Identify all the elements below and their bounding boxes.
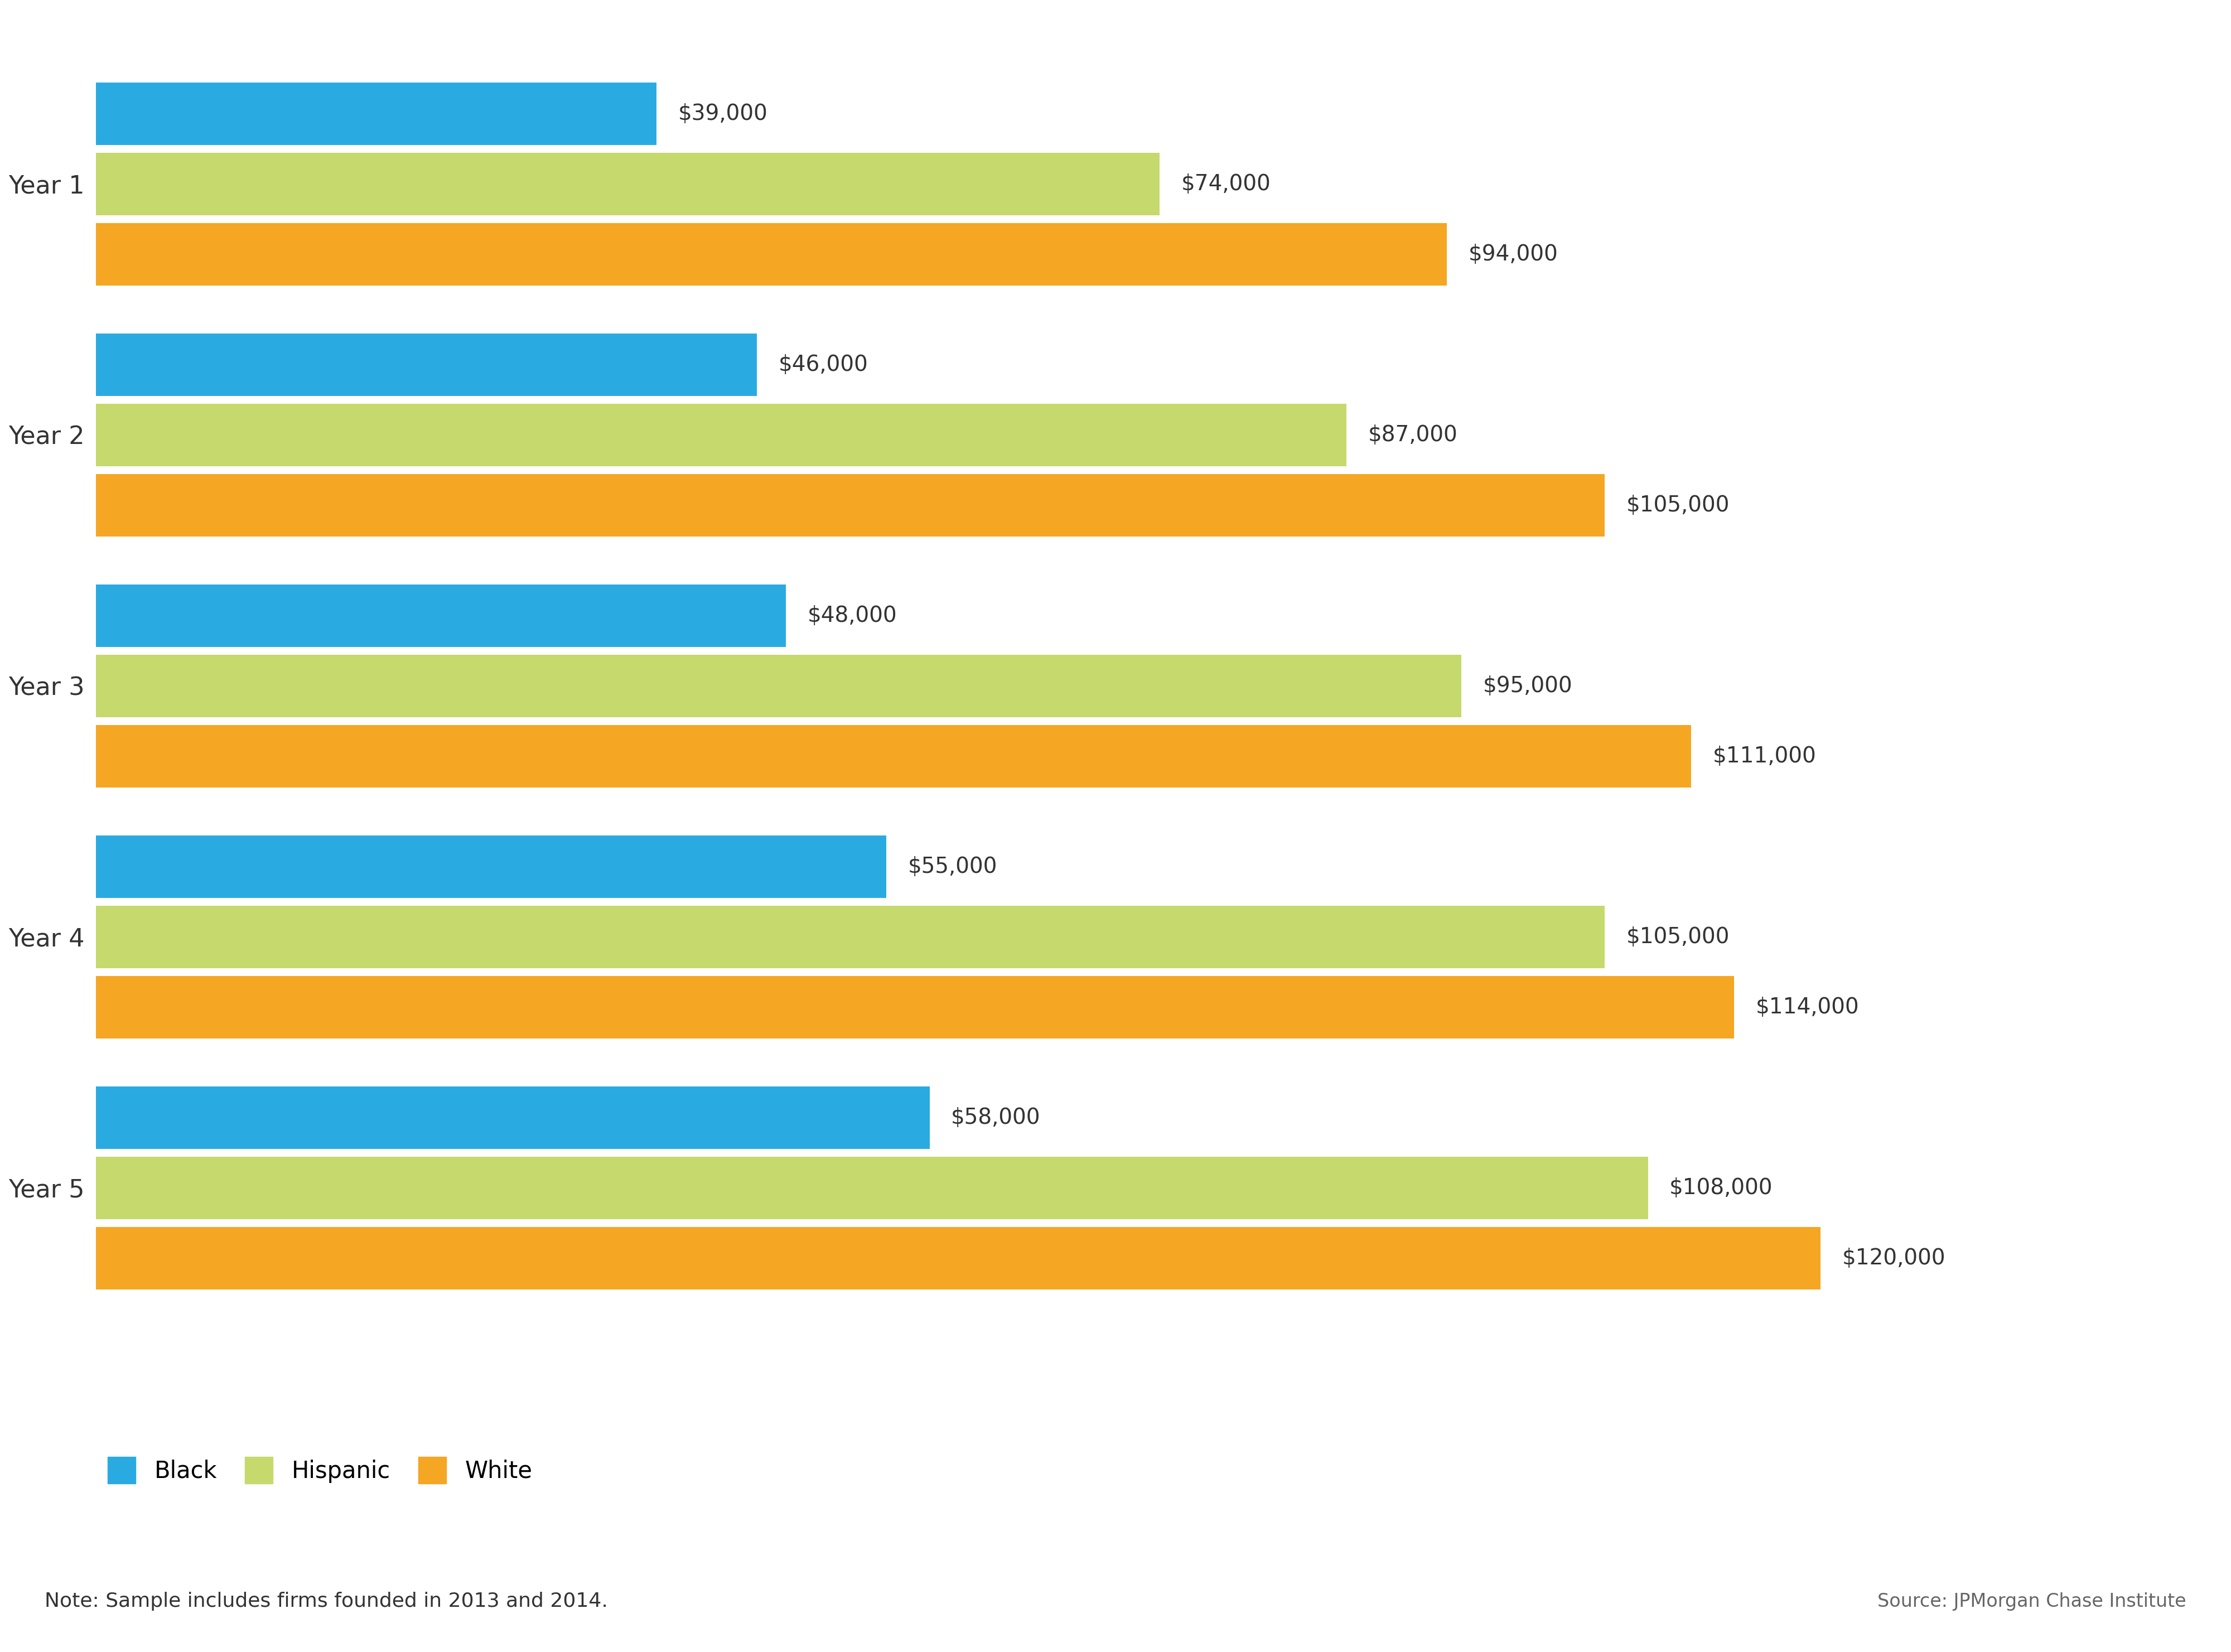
Text: Source: JPMorgan Chase Institute: Source: JPMorgan Chase Institute (1879, 1593, 2186, 1611)
Text: $105,000: $105,000 (1626, 927, 1729, 948)
Text: $114,000: $114,000 (1756, 996, 1858, 1018)
Bar (96, 403, 1345, 466)
Text: $105,000: $105,000 (1626, 494, 1729, 515)
Bar (96, 474, 1604, 537)
Text: $120,000: $120,000 (1843, 1247, 1945, 1269)
Bar (96, 836, 886, 899)
Bar (96, 725, 1691, 788)
Bar (96, 152, 1160, 215)
Bar (96, 334, 756, 396)
Bar (96, 585, 785, 648)
Bar (96, 1227, 1820, 1290)
Bar (96, 1156, 1649, 1219)
Text: $48,000: $48,000 (808, 605, 897, 626)
Text: $55,000: $55,000 (908, 856, 997, 877)
Text: $108,000: $108,000 (1669, 1178, 1774, 1199)
Text: Note: Sample includes firms founded in 2013 and 2014.: Note: Sample includes firms founded in 2… (45, 1593, 607, 1611)
Text: $74,000: $74,000 (1180, 173, 1272, 195)
Bar (96, 905, 1604, 968)
Text: $95,000: $95,000 (1484, 676, 1573, 697)
Text: $39,000: $39,000 (678, 102, 767, 124)
Text: $46,000: $46,000 (779, 354, 868, 375)
Text: $111,000: $111,000 (1713, 745, 1816, 767)
Text: $87,000: $87,000 (1368, 425, 1457, 446)
Bar (96, 654, 1461, 717)
Bar (96, 83, 656, 145)
Bar (96, 223, 1446, 286)
Text: $94,000: $94,000 (1468, 244, 1557, 264)
Legend: Black, Hispanic, White: Black, Hispanic, White (107, 1457, 533, 1483)
Bar (96, 1087, 930, 1150)
Bar (96, 976, 1733, 1039)
Text: $58,000: $58,000 (950, 1107, 1040, 1128)
